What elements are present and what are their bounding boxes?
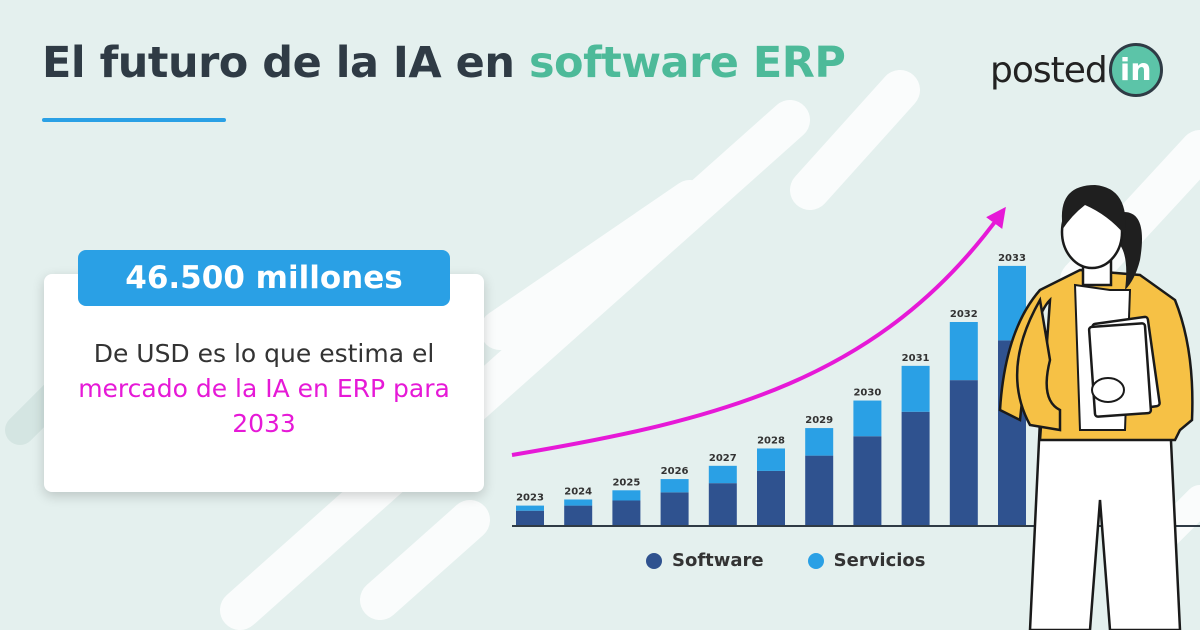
legend-item-servicios: Servicios [807,550,926,571]
businesswoman-icon [998,185,1194,630]
stat-value-badge: 46.500 millones [78,250,450,306]
stat-card [44,274,484,492]
bar-software-2029 [805,455,834,526]
bar-servicios-2030 [853,400,882,437]
bar-software-2028 [757,470,785,526]
trend-arrow [511,206,1006,457]
bar-software-2023 [516,510,544,526]
bar-servicios-2028 [757,448,785,471]
stat-desc-highlight: mercado de la IA en ERP para 2033 [78,374,450,438]
title-main: El futuro de la IA en [42,38,515,88]
bar-label-2032: 2032 [950,309,978,320]
bar-label-2031: 2031 [902,353,930,364]
legend-dot-servicios [807,552,824,569]
bar-software-2030 [853,436,882,526]
bar-label-2033: 2033 [998,253,1026,264]
legend-item-software: Software [646,550,764,571]
bar-software-2024 [564,505,593,526]
logo-text: posted [990,49,1108,91]
bar-label-2024: 2024 [564,486,592,497]
title-underline [42,118,226,122]
stat-desc-prefix: De USD es lo que estima el [93,339,435,368]
bar-servicios-2027 [708,465,737,484]
stat-description: De USD es lo que estima el mercado de la… [44,336,484,441]
bar-label-2025: 2025 [612,477,640,488]
logo-badge: in [1108,43,1163,97]
bar-label-2029: 2029 [805,415,833,426]
bar-label-2027: 2027 [709,453,737,464]
chart-legend: Software Servicios [646,550,970,571]
bar-software-2025 [612,500,641,526]
bar-servicios-2032 [949,322,978,381]
legend-dot-software [646,552,662,569]
brand-logo: posted in [990,40,1163,100]
bar-software-2026 [660,492,689,526]
bar-servicios-2024 [564,499,593,506]
bar-software-2032 [949,380,978,526]
bar-software-2031 [901,411,930,526]
legend-label-software: Software [672,550,764,571]
bar-software-2027 [708,483,737,526]
legend-label-servicios: Servicios [833,550,926,571]
title-accent: software ERP [528,38,846,88]
bar-servicios-2031 [901,365,930,412]
bar-servicios-2023 [516,505,544,511]
bar-label-2023: 2023 [516,493,544,504]
bar-label-2030: 2030 [853,388,881,399]
bar-servicios-2025 [612,490,641,501]
bar-label-2028: 2028 [757,435,785,446]
page-title: El futuro de la IA en software ERP [42,38,846,88]
bar-label-2026: 2026 [661,466,689,477]
bar-servicios-2026 [660,479,689,493]
bar-servicios-2029 [805,428,834,456]
